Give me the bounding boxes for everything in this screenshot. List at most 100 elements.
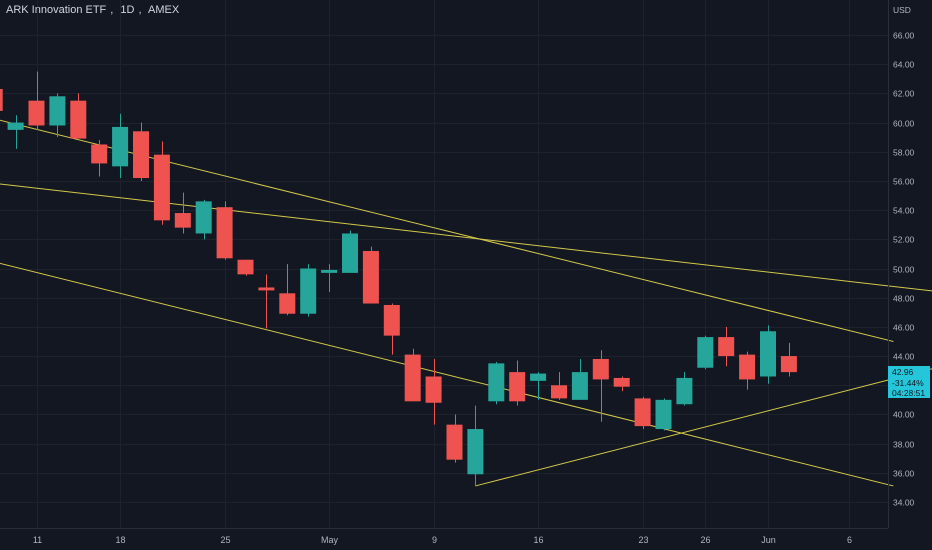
candle-body [49,96,66,126]
candle [342,230,358,273]
currency-label: USD [893,5,911,15]
candle [321,264,338,292]
candle [91,140,108,177]
candle-body [216,207,233,259]
candle-body [718,337,735,357]
candle [174,192,191,234]
candle [7,115,24,149]
candle [718,326,735,367]
candle [551,372,567,400]
candle-body [153,154,170,221]
candle-body [676,377,693,405]
candle-body [342,233,358,273]
candle-body [258,287,275,291]
candle [446,414,463,463]
time-tick-label: 16 [533,535,543,545]
price-tick-label: 44.00 [893,352,915,362]
price-tick-label: 66.00 [893,31,915,41]
price-axis[interactable]: 34.0036.0038.0040.0042.0044.0046.0048.00… [893,31,915,508]
legend-separator: , [110,4,114,16]
last-price-tag: 42.96 -31.44% 04:28:51 [888,366,930,398]
candle [467,405,484,486]
bar-countdown: 04:28:51 [892,388,926,398]
candle-body [446,424,463,460]
price-tick-label: 48.00 [893,294,915,304]
candle-body [91,144,108,164]
candle-body [655,399,672,430]
candle [383,303,400,355]
price-tick-label: 36.00 [893,469,915,479]
candle [216,201,233,260]
candle [279,264,296,316]
candle [509,360,526,406]
candle [655,398,672,431]
time-tick-label: 6 [847,535,852,545]
time-tick-label: 25 [220,535,230,545]
time-tick-label: Jun [761,535,776,545]
candle-body [509,372,526,402]
price-tick-label: 56.00 [893,177,915,187]
candle-body [321,269,338,273]
candle-body [362,250,379,304]
symbol-exchange: AMEX [147,4,180,16]
candle-body [70,100,87,139]
candle [530,372,547,400]
candle-body [174,213,191,228]
price-tick-label: 50.00 [893,265,915,275]
candle [571,358,588,400]
candle [634,396,651,430]
time-tick-label: 11 [33,535,42,545]
price-tick-label: 64.00 [893,60,915,70]
candle [0,88,3,111]
legend-separator: , [138,4,142,16]
time-axis[interactable]: 11 18 25 May 9 16 23 26 Jun 6 [33,535,852,545]
candle [49,93,66,138]
price-tick-label: 62.00 [893,89,915,99]
candle [112,113,129,179]
symbol-name: ARK Innovation ETF [6,4,107,16]
candle-body [7,122,24,130]
candle-body [300,268,317,314]
price-tick-label: 54.00 [893,206,915,216]
candle [300,264,317,317]
price-tick-label: 38.00 [893,440,915,450]
time-tick-label: 23 [638,535,648,545]
trendline [475,368,932,487]
price-tick-label: 34.00 [893,498,915,508]
time-tick-label: May [321,535,339,545]
symbol-interval: 1D [120,4,135,16]
candle-body [613,377,630,387]
candle-body [237,259,254,275]
candle-body [551,385,567,399]
candle-body [760,331,776,377]
candle-body [571,372,588,400]
candle [195,199,212,240]
candle-body [425,376,442,403]
last-price: 42.96 [892,367,914,377]
candle-body [697,337,714,368]
candle [780,342,797,377]
candle-body [0,88,3,111]
candle [237,259,254,276]
candle [488,361,505,405]
candle-body [780,356,797,373]
candle-body [112,126,129,167]
candle [70,93,87,139]
grid-lines [0,0,888,528]
candle-body [28,100,45,126]
candle-body [195,201,212,234]
candle-body [133,131,149,179]
symbol-legend: ARK Innovation ETF, 1D, AMEX [6,4,183,16]
price-tick-label: 46.00 [893,323,915,333]
trendline [0,183,932,292]
price-change: -31.44% [892,377,924,388]
candles [0,71,797,486]
price-tick-label: 60.00 [893,119,915,129]
candle [153,141,170,225]
price-tick-label: 58.00 [893,148,915,158]
candle [258,274,275,329]
candle-body [467,429,484,475]
price-tick-label: 52.00 [893,235,915,245]
candle-body [279,293,296,314]
